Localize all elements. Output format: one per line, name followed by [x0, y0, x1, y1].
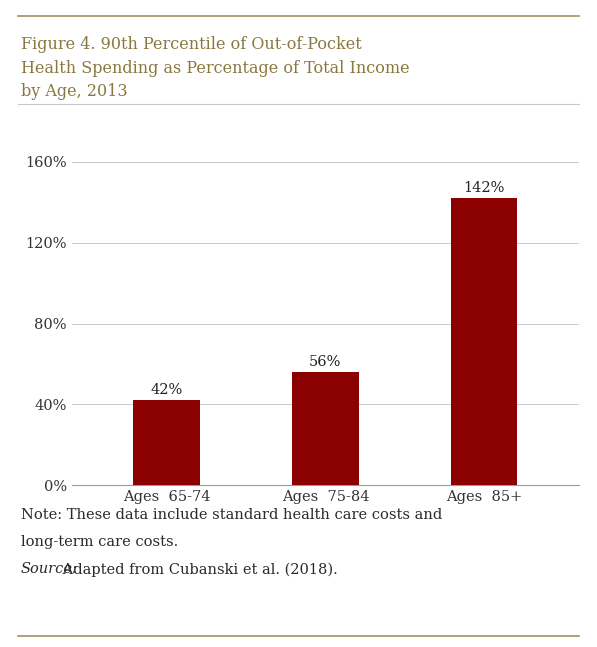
Text: by Age, 2013: by Age, 2013	[21, 83, 128, 100]
Text: Adapted from Cubanski et al. (2018).: Adapted from Cubanski et al. (2018).	[58, 562, 338, 576]
Text: 42%: 42%	[150, 383, 183, 397]
Text: Figure 4. 90th Percentile of Out-of-Pocket: Figure 4. 90th Percentile of Out-of-Pock…	[21, 36, 362, 52]
Text: 142%: 142%	[463, 181, 504, 195]
Text: Health Spending as Percentage of Total Income: Health Spending as Percentage of Total I…	[21, 60, 410, 76]
Text: Source:: Source:	[21, 562, 78, 576]
Text: 56%: 56%	[309, 355, 341, 369]
Text: Note: These data include standard health care costs and: Note: These data include standard health…	[21, 508, 442, 522]
Bar	[292, 372, 359, 485]
Bar	[134, 400, 200, 485]
Text: long-term care costs.: long-term care costs.	[21, 535, 178, 549]
Bar	[451, 198, 517, 485]
